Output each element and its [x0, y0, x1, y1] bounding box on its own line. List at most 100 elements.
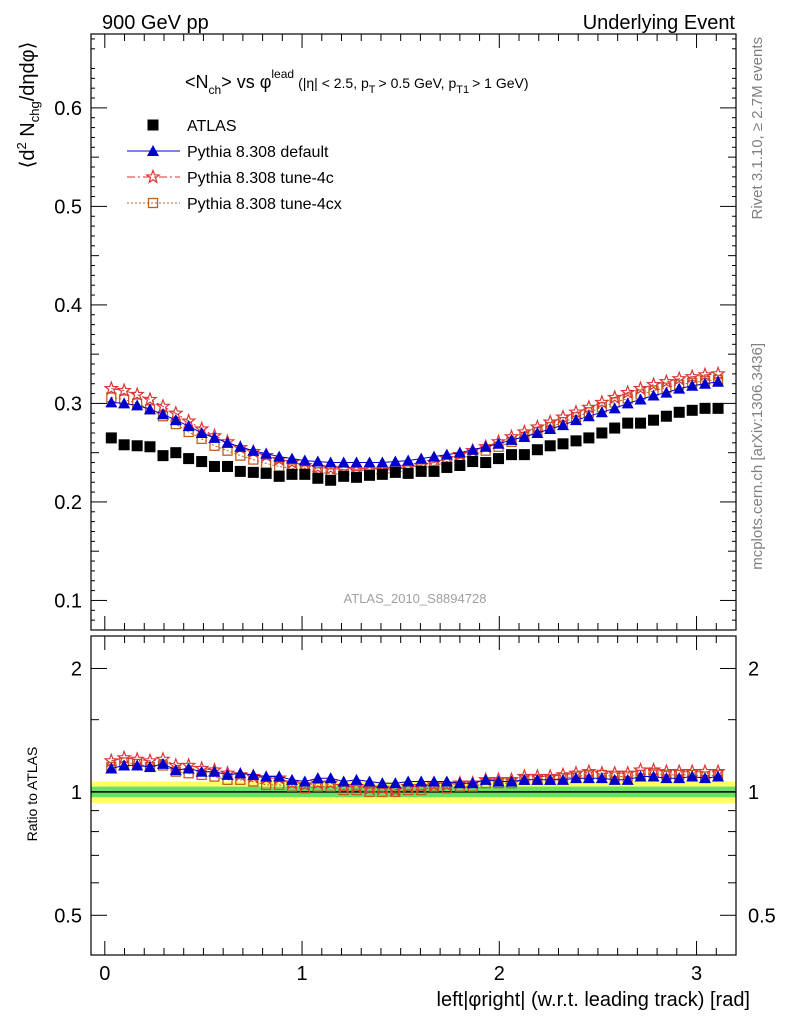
main-star-point	[697, 366, 713, 382]
main-star-point	[129, 386, 145, 402]
ratio-triangle-point	[234, 767, 247, 779]
main-square-point	[480, 457, 492, 469]
ratio-star-point	[426, 776, 442, 792]
main-square-point	[196, 456, 208, 468]
main-square-point	[402, 467, 414, 479]
main-triangle-point	[518, 430, 531, 442]
series-atlas	[105, 402, 724, 486]
x-axis-label: left|φright| (w.r.t. leading track) [rad…	[437, 989, 750, 1011]
legend-entry: Pythia 8.308 tune-4c	[127, 168, 334, 187]
ratio-triangle-point	[143, 760, 156, 772]
main-triangle-point	[337, 456, 350, 468]
main-star-point	[581, 399, 597, 415]
main-y-tick-label: 0.3	[54, 393, 82, 415]
main-square-point	[157, 450, 169, 462]
ratio-y-tick-label-right: 2	[748, 658, 759, 680]
main-square-point	[441, 461, 453, 473]
main-square-point	[454, 459, 466, 471]
ratio-triangle-point	[582, 772, 595, 784]
main-triangle-point	[660, 386, 673, 398]
main-triangle-point	[311, 455, 324, 467]
main-triangle-point	[699, 377, 712, 389]
main-triangle-point	[402, 454, 415, 466]
ratio-y-tick-label-right: 1	[748, 782, 759, 804]
ratio-y-tick-label-left: 1	[71, 782, 82, 804]
main-triangle-point	[595, 406, 608, 418]
main-square-point	[286, 468, 298, 480]
main-square-point	[506, 449, 518, 461]
main-square-point	[428, 465, 440, 477]
ratio-triangle-point	[505, 775, 518, 787]
main-ylabel: ⟨d2 Nchg/dηdφ⟩	[14, 42, 42, 169]
main-square-point	[544, 440, 556, 452]
main-square-point	[673, 406, 685, 418]
main-y-tick-label: 0.5	[54, 196, 82, 218]
ratio-triangle-point	[479, 773, 492, 785]
ratio-triangle-point	[557, 773, 570, 785]
main-triangle-point	[298, 454, 311, 466]
main-square-point	[609, 422, 621, 434]
legend-marker	[147, 119, 159, 131]
main-star-point	[684, 368, 701, 384]
ratio-triangle-point	[337, 775, 350, 787]
ratio-triangle-point	[686, 770, 699, 782]
main-star-point	[658, 373, 675, 389]
main-triangle-point	[712, 375, 725, 387]
main-square-point	[131, 440, 143, 452]
main-square-point	[596, 427, 608, 439]
ratio-triangle-point	[428, 775, 441, 787]
ratio-triangle-point	[544, 773, 557, 785]
ratio-triangle-point	[118, 759, 131, 771]
main-triangle-point	[634, 393, 647, 405]
ratio-triangle-point	[647, 770, 660, 782]
main-square-point	[234, 465, 246, 477]
main-triangle-point	[350, 456, 363, 468]
main-square-point	[648, 414, 660, 426]
ratio-star-point	[284, 774, 300, 790]
main-triangle-point	[686, 379, 699, 391]
main-star-point	[142, 391, 158, 407]
legend-label: Pythia 8.308 tune-4c	[187, 170, 334, 187]
ratio-plot-frame	[90, 635, 737, 956]
main-square-point	[415, 465, 427, 477]
main-star-point	[594, 394, 610, 410]
main-square-point	[557, 438, 569, 450]
main-triangle-point	[195, 426, 208, 438]
main-triangle-point	[260, 447, 273, 459]
main-triangle-point	[156, 408, 169, 420]
legend-marker	[147, 145, 159, 156]
legend-entry: Pythia 8.308 default	[127, 144, 329, 161]
main-triangle-point	[285, 452, 298, 464]
legend-entry: Pythia 8.308 tune-4cx	[127, 196, 342, 213]
ratio-triangle-point	[208, 765, 221, 777]
main-triangle-point	[182, 420, 195, 432]
main-star-point	[103, 380, 120, 396]
ratio-triangle-point	[285, 773, 298, 785]
ratio-triangle-point	[273, 770, 286, 782]
ratio-open-square-point	[364, 786, 375, 798]
x-tick-label: 1	[296, 963, 307, 985]
main-square-point	[376, 468, 388, 480]
main-triangle-point	[531, 426, 544, 438]
ratio-triangle-point	[595, 772, 608, 784]
ratio-triangle-point	[673, 772, 686, 784]
ratio-triangle-point	[169, 764, 182, 776]
main-square-point	[247, 466, 259, 478]
main-triangle-point	[608, 402, 621, 414]
ratio-y-tick-label-left: 0.5	[54, 905, 82, 927]
main-triangle-point	[247, 444, 260, 456]
analysis-id: ATLAS_2010_S8894728	[344, 591, 487, 606]
main-square-point	[325, 474, 337, 486]
ratio-ylabel: Ratio to ATLAS	[24, 747, 40, 842]
main-square-point	[183, 453, 195, 465]
ratio-triangle-point	[531, 773, 544, 785]
main-square-point	[364, 469, 376, 481]
main-triangle-point	[105, 396, 118, 408]
main-triangle-point	[453, 446, 466, 458]
ratio-triangle-point	[363, 775, 376, 787]
main-star-point	[632, 380, 649, 396]
series-pythia-8-308-default	[105, 375, 725, 468]
main-triangle-point	[324, 456, 337, 468]
ratio-star-point	[296, 776, 313, 792]
ratio-triangle-point	[466, 777, 479, 789]
